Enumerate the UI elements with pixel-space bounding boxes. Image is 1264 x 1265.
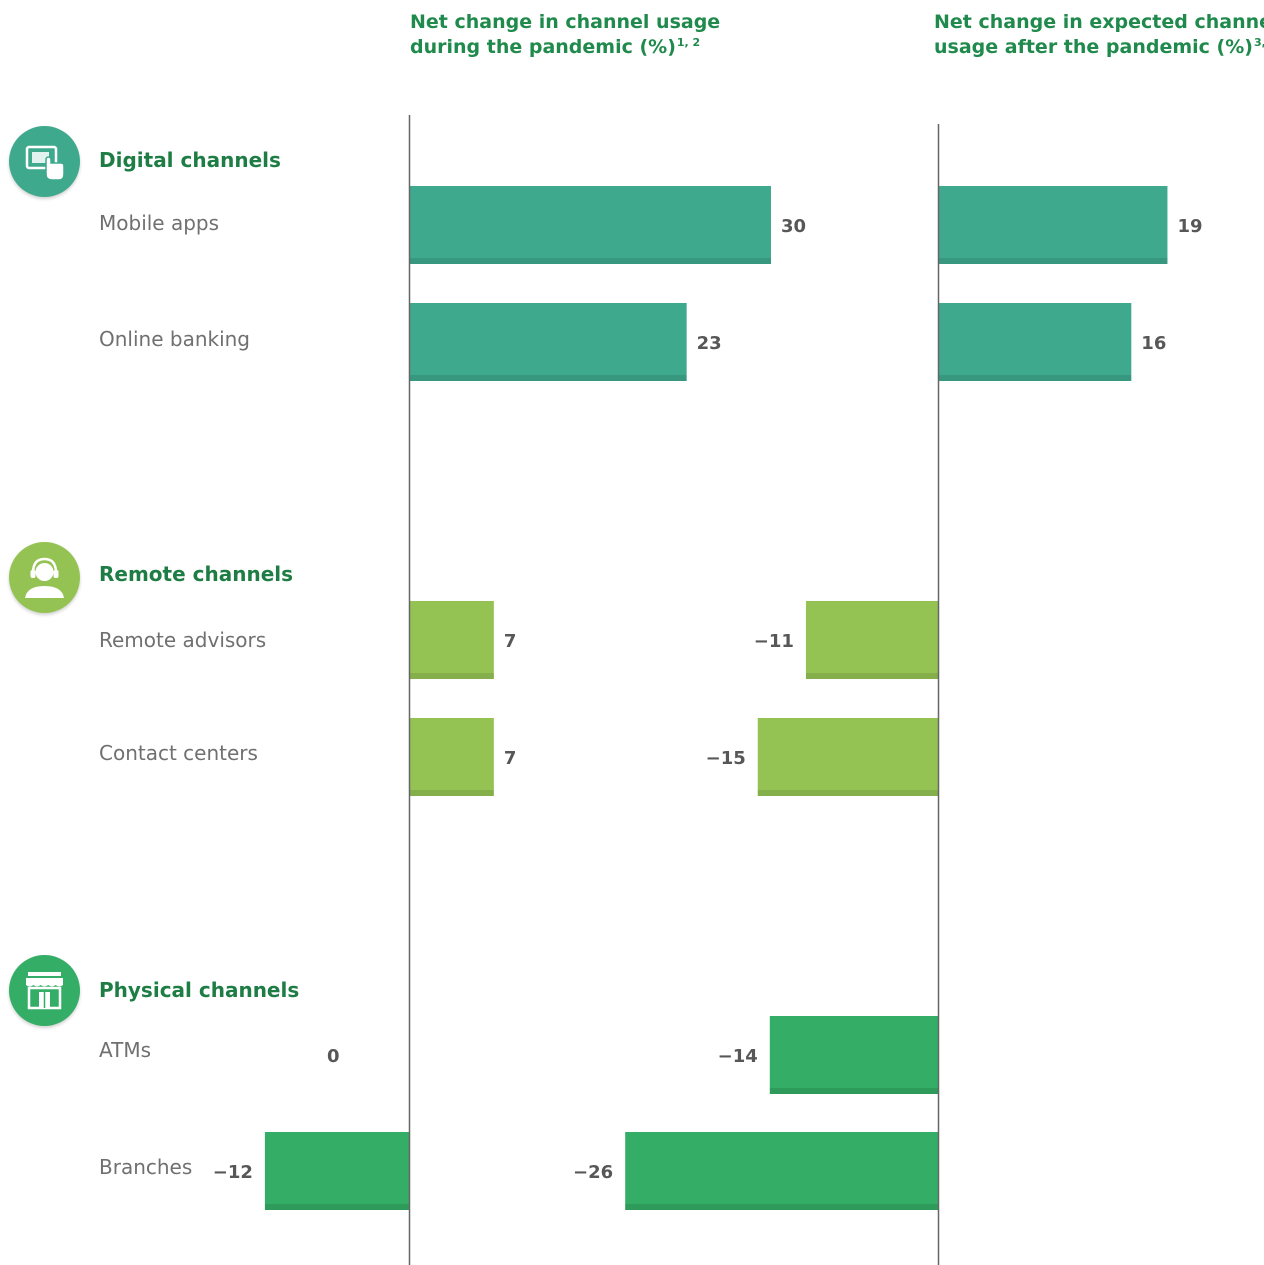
value-label-p2-branches: −26: [573, 1162, 613, 1183]
category-label-branches: Branches: [99, 1155, 192, 1179]
bar-p2-mobile-apps: [939, 186, 1168, 264]
group-label-digital: Digital channels: [99, 148, 281, 172]
category-label-contact-centers: Contact centers: [99, 741, 258, 765]
panel-1-title: Net change in channel usage during the p…: [410, 10, 720, 60]
bar-p1-online-banking: [410, 303, 687, 381]
bar-p1-mobile-apps: [410, 186, 772, 264]
value-label-p1-mobile-apps: 30: [781, 216, 806, 237]
bar-shadow-p2-contact-centers: [758, 790, 939, 796]
panel-2-title: Net change in expected channel usage aft…: [934, 10, 1264, 60]
panel-1-footnote: 1, 2: [677, 36, 700, 49]
value-label-p2-remote-advisors: −11: [754, 631, 794, 652]
bar-p1-contact-centers: [410, 718, 494, 796]
bar-shadow-p2-atms: [770, 1088, 939, 1094]
bar-shadow-p1-branches: [265, 1204, 410, 1210]
bar-shadow-p2-remote-advisors: [806, 673, 939, 679]
touchscreen-icon: [9, 126, 80, 197]
bar-shadow-p1-contact-centers: [410, 790, 494, 796]
value-label-p2-mobile-apps: 19: [1177, 216, 1202, 237]
value-label-p1-atms: 0: [327, 1046, 340, 1067]
bar-p2-online-banking: [939, 303, 1132, 381]
value-label-p1-branches: −12: [213, 1162, 253, 1183]
bar-p2-contact-centers: [758, 718, 939, 796]
panel-2-footnote: 3, 4: [1254, 36, 1264, 49]
bar-p2-branches: [625, 1132, 938, 1210]
group-label-remote: Remote channels: [99, 562, 293, 586]
bar-shadow-p1-mobile-apps: [410, 258, 772, 264]
bar-p1-remote-advisors: [410, 601, 494, 679]
bar-shadow-p1-online-banking: [410, 375, 687, 381]
category-label-mobile-apps: Mobile apps: [99, 211, 219, 235]
bar-p2-atms: [770, 1016, 939, 1094]
value-label-p2-contact-centers: −15: [706, 748, 746, 769]
bar-p2-remote-advisors: [806, 601, 939, 679]
value-label-p1-remote-advisors: 7: [504, 631, 517, 652]
value-label-p1-contact-centers: 7: [504, 748, 517, 769]
category-label-atms: ATMs: [99, 1038, 151, 1062]
value-label-p2-atms: −14: [718, 1046, 758, 1067]
value-label-p1-online-banking: 23: [697, 333, 722, 354]
group-label-physical: Physical channels: [99, 978, 299, 1002]
bar-shadow-p2-mobile-apps: [939, 258, 1168, 264]
headset-agent-icon: [9, 542, 80, 613]
category-label-online-banking: Online banking: [99, 327, 250, 351]
category-label-remote-advisors: Remote advisors: [99, 628, 266, 652]
storefront-icon: [9, 955, 80, 1026]
bar-shadow-p2-branches: [625, 1204, 938, 1210]
value-label-p2-online-banking: 16: [1141, 333, 1166, 354]
bar-shadow-p2-online-banking: [939, 375, 1132, 381]
bar-shadow-p1-remote-advisors: [410, 673, 494, 679]
bar-p1-branches: [265, 1132, 410, 1210]
